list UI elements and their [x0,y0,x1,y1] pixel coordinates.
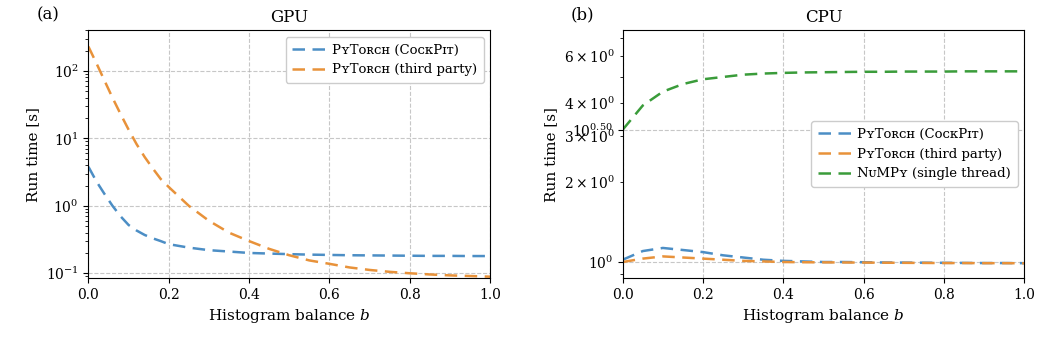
Text: (b): (b) [571,6,594,23]
Legend: PʏTᴏʀᴄʜ (CᴏᴄᴋPɪᴛ), PʏTᴏʀᴄʜ (third party): PʏTᴏʀᴄʜ (CᴏᴄᴋPɪᴛ), PʏTᴏʀᴄʜ (third party) [286,37,484,83]
Text: (a): (a) [36,6,59,23]
Y-axis label: Run time [s]: Run time [s] [545,107,558,202]
Legend: PʏTᴏʀᴄʜ (CᴏᴄᴋPɪᴛ), PʏTᴏʀᴄʜ (third party), NᴜMPʏ (single thread): PʏTᴏʀᴄʜ (CᴏᴄᴋPɪᴛ), PʏTᴏʀᴄʜ (third party)… [811,121,1018,187]
Title: CPU: CPU [805,9,842,26]
Title: GPU: GPU [270,9,308,26]
Y-axis label: Run time [s]: Run time [s] [26,107,41,202]
X-axis label: Histogram balance $b$: Histogram balance $b$ [743,307,905,325]
X-axis label: Histogram balance $b$: Histogram balance $b$ [208,307,370,325]
